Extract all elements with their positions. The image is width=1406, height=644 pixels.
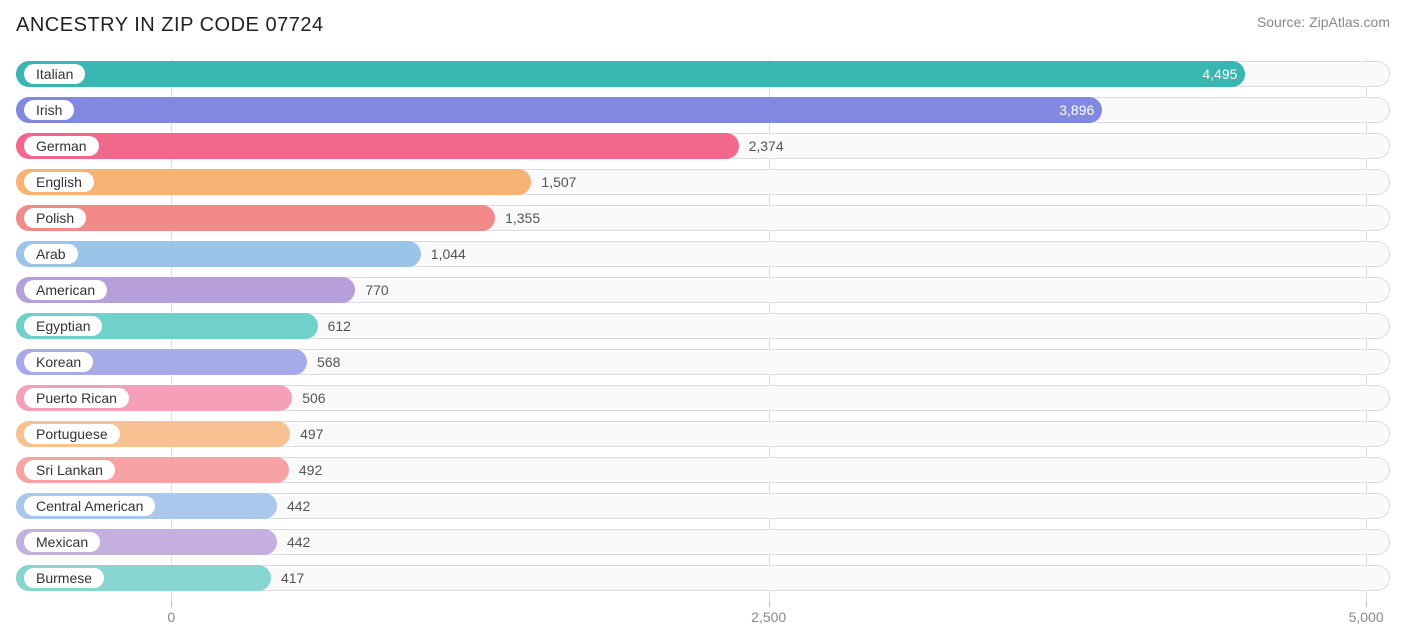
bar-row: Polish 1,355 <box>16 205 1390 231</box>
bar-row: English 1,507 <box>16 169 1390 195</box>
tick-label: 2,500 <box>751 609 786 625</box>
chart-area: Italian 4,495 Irish 3,896 German 2,374 English… <box>16 61 1390 627</box>
tick-label: 5,000 <box>1349 609 1384 625</box>
value-label: 442 <box>287 529 310 555</box>
category-pill: American <box>24 280 107 300</box>
category-pill: Puerto Rican <box>24 388 129 408</box>
category-pill: Italian <box>24 64 85 84</box>
value-label: 770 <box>365 277 388 303</box>
value-label: 1,507 <box>541 169 576 195</box>
bar-row: Egyptian 612 <box>16 313 1390 339</box>
category-pill: Central American <box>24 496 155 516</box>
bar-row: Sri Lankan 492 <box>16 457 1390 483</box>
bar <box>16 97 1102 123</box>
bar-row: Korean 568 <box>16 349 1390 375</box>
bar-row: Arab 1,044 <box>16 241 1390 267</box>
value-label: 506 <box>302 385 325 411</box>
bar-row: Burmese 417 <box>16 565 1390 591</box>
bar <box>16 205 495 231</box>
bar-row: Mexican 442 <box>16 529 1390 555</box>
chart-source: Source: ZipAtlas.com <box>1257 14 1390 30</box>
tick-line <box>171 601 172 607</box>
category-pill: English <box>24 172 94 192</box>
bar-row: Central American 442 <box>16 493 1390 519</box>
tick-line <box>1366 601 1367 607</box>
value-label: 3,896 <box>1059 97 1094 123</box>
bar-row: American 770 <box>16 277 1390 303</box>
bar-row: Italian 4,495 <box>16 61 1390 87</box>
tick-line <box>769 601 770 607</box>
category-pill: German <box>24 136 99 156</box>
bar-row: Irish 3,896 <box>16 97 1390 123</box>
category-pill: Portuguese <box>24 424 120 444</box>
value-label: 417 <box>281 565 304 591</box>
value-label: 1,044 <box>431 241 466 267</box>
category-pill: Mexican <box>24 532 100 552</box>
bar-row: Puerto Rican 506 <box>16 385 1390 411</box>
value-label: 1,355 <box>505 205 540 231</box>
category-pill: Irish <box>24 100 74 120</box>
value-label: 492 <box>299 457 322 483</box>
category-pill: Sri Lankan <box>24 460 115 480</box>
value-label: 4,495 <box>1202 61 1237 87</box>
bar <box>16 133 739 159</box>
value-label: 612 <box>328 313 351 339</box>
category-pill: Arab <box>24 244 78 264</box>
tick-label: 0 <box>167 609 175 625</box>
bar <box>16 61 1245 87</box>
bar-row: German 2,374 <box>16 133 1390 159</box>
x-axis: 0 2,500 5,000 <box>16 601 1390 627</box>
bar-row: Portuguese 497 <box>16 421 1390 447</box>
category-pill: Burmese <box>24 568 104 588</box>
category-pill: Korean <box>24 352 93 372</box>
chart-title: ANCESTRY IN ZIP CODE 07724 <box>16 14 324 37</box>
value-label: 568 <box>317 349 340 375</box>
value-label: 497 <box>300 421 323 447</box>
bars-region: Italian 4,495 Irish 3,896 German 2,374 English… <box>16 61 1390 591</box>
category-pill: Polish <box>24 208 86 228</box>
category-pill: Egyptian <box>24 316 102 336</box>
value-label: 442 <box>287 493 310 519</box>
value-label: 2,374 <box>749 133 784 159</box>
